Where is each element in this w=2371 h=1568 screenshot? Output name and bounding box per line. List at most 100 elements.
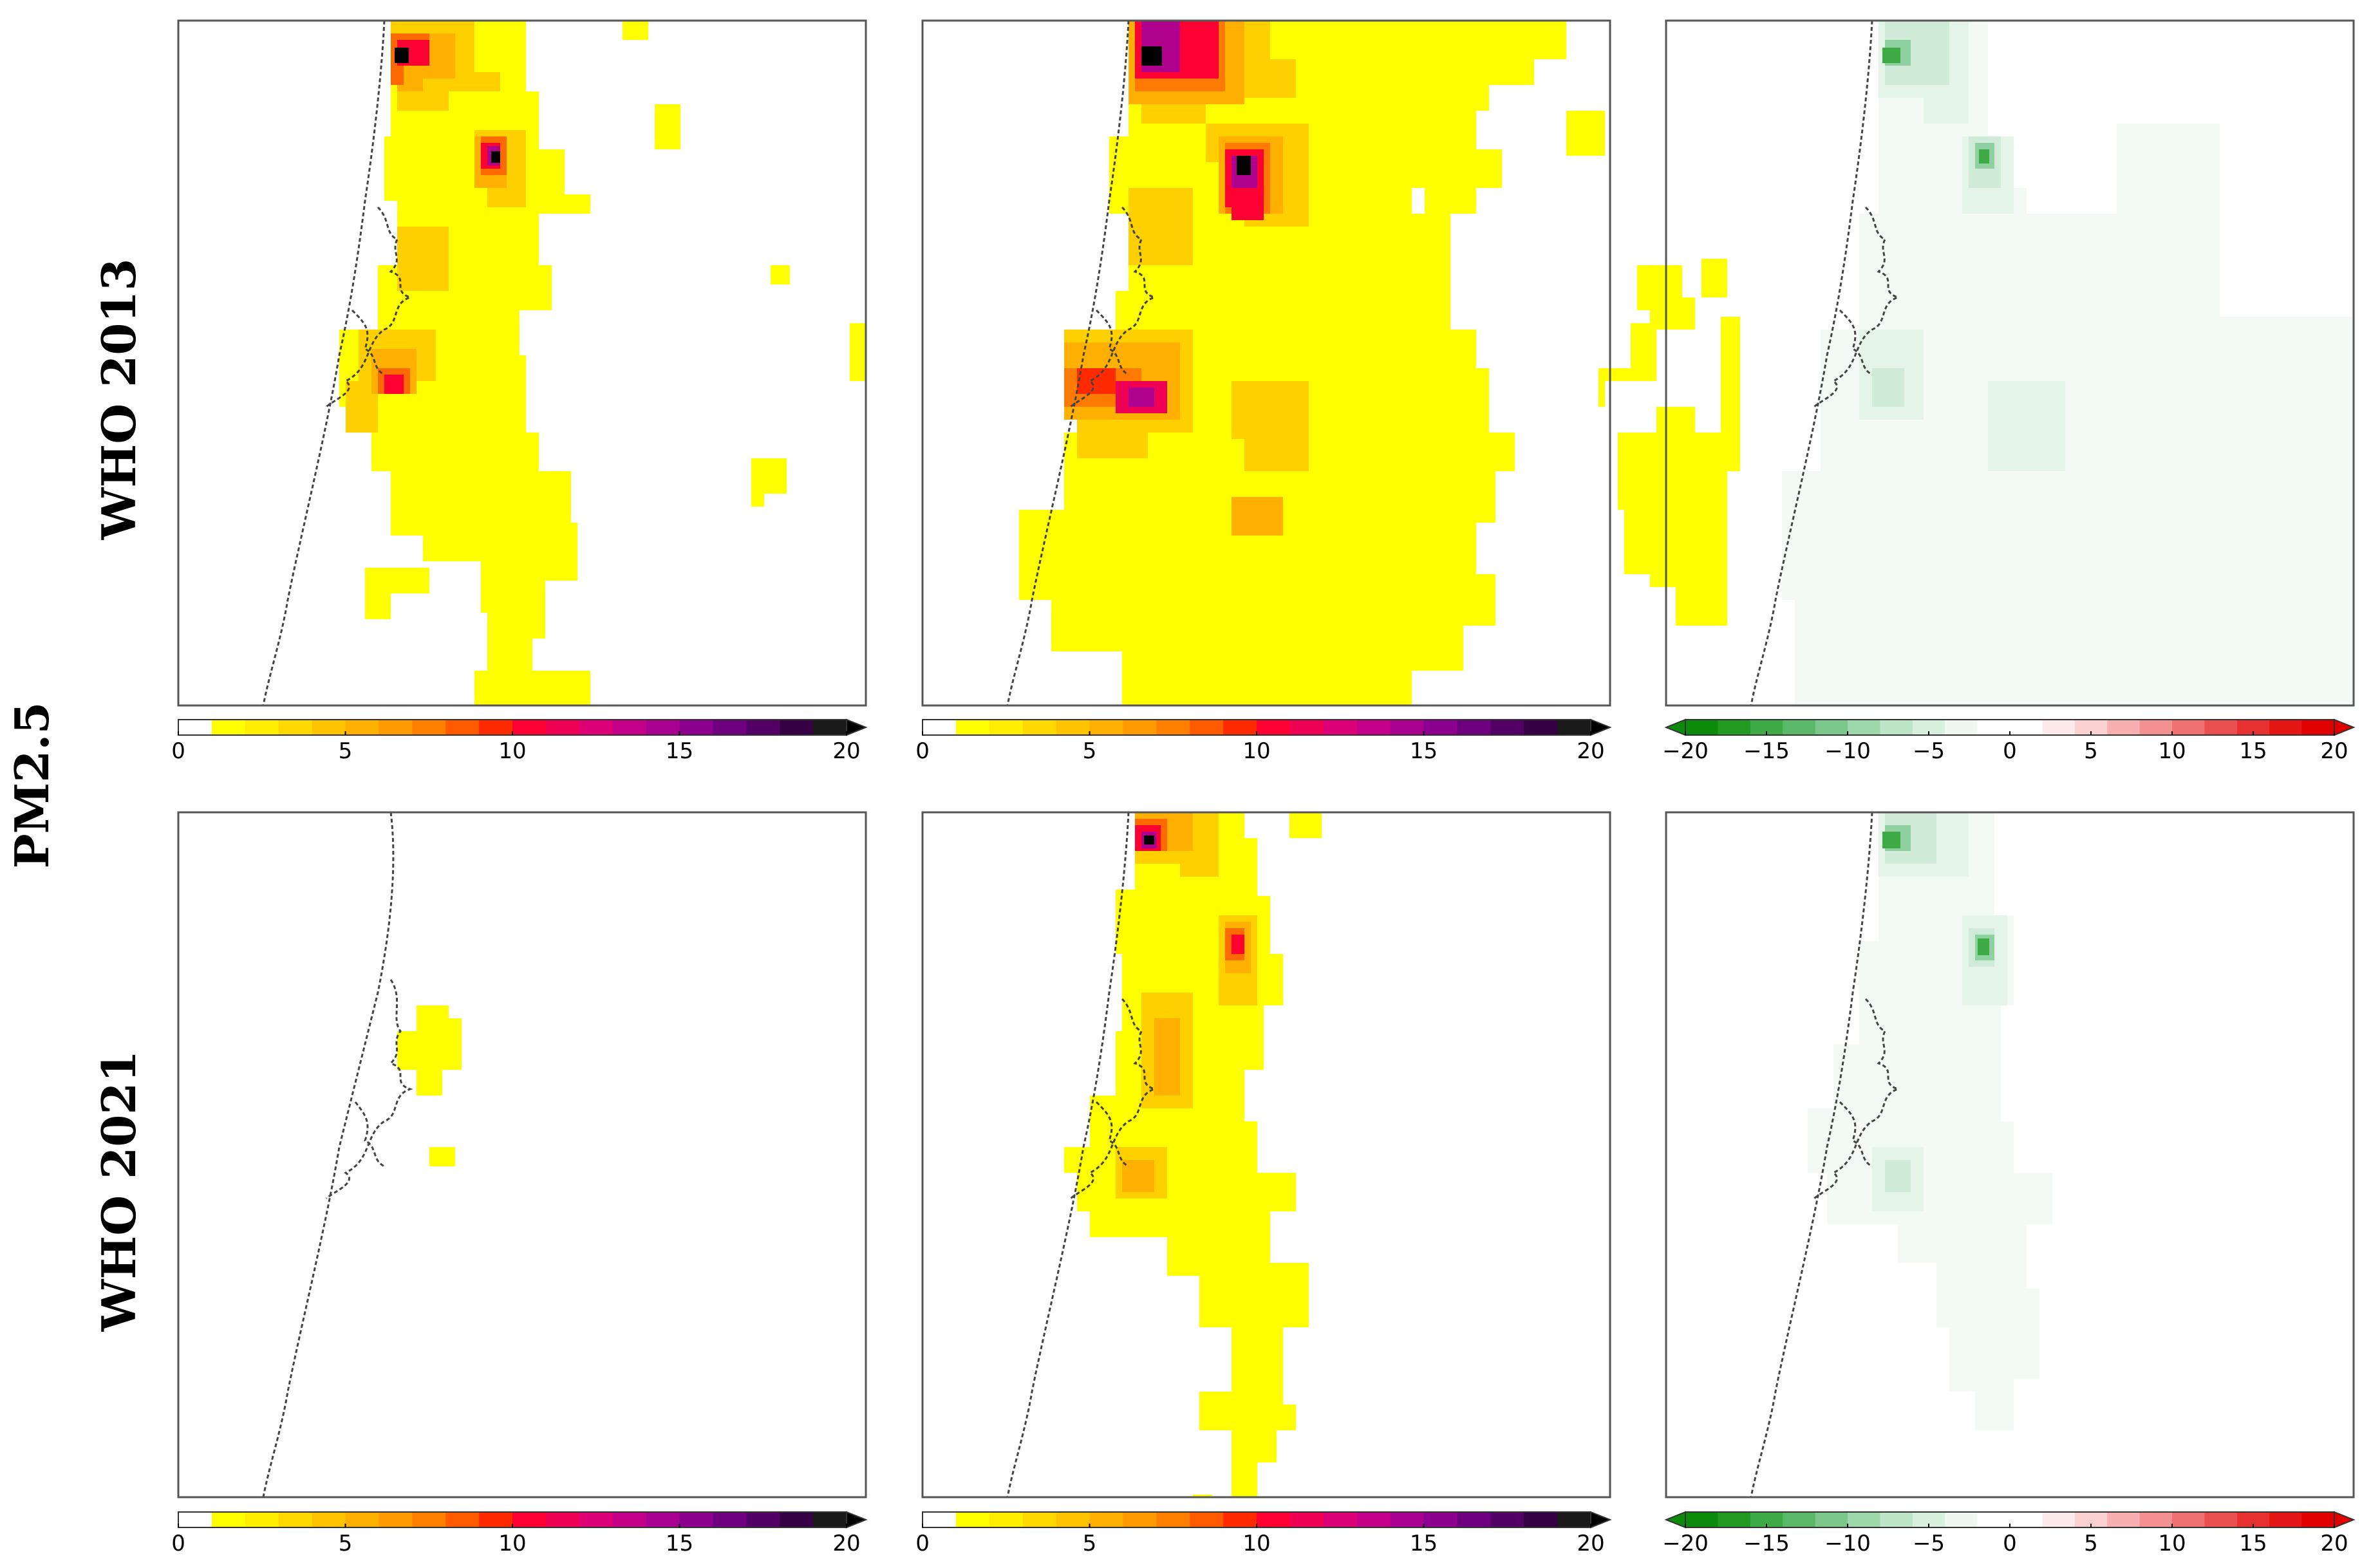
colorbar-bin <box>1390 720 1424 735</box>
colorbar-extend-max <box>2334 1511 2356 1529</box>
colorbar-bin <box>746 1512 780 1527</box>
colorbar-bin <box>1557 720 1591 735</box>
colorbar-extend-min <box>1664 718 1686 736</box>
colorbar-tick-label: 15 <box>666 738 693 764</box>
difference-field <box>1782 21 2354 705</box>
colorbar-bin <box>1945 720 1978 735</box>
colorbar-bin <box>2301 720 2335 735</box>
colorbar-bin <box>211 1512 246 1527</box>
colorbar-tick-label: 15 <box>1410 738 1438 764</box>
map-panel-2021-diff <box>1665 811 2355 1498</box>
colorbar-bin <box>178 720 212 735</box>
map-frame <box>177 811 867 1498</box>
colorbar-bin <box>479 1512 513 1527</box>
colorbar-bin <box>1056 720 1090 735</box>
colorbar-bin <box>1557 1512 1591 1527</box>
colorbar-bin <box>1457 720 1491 735</box>
colorbar-bin <box>1457 1512 1491 1527</box>
colorbar-bin <box>278 1512 313 1527</box>
coastline <box>1006 20 1157 706</box>
coastline <box>262 20 413 706</box>
colorbar-bin <box>379 1512 413 1527</box>
colorbar-tick-label: −20 <box>1662 1531 1709 1556</box>
colorbar-bin <box>1123 1512 1157 1527</box>
colorbar-bin <box>2204 1512 2238 1527</box>
coastline <box>1750 20 1901 706</box>
colorbar-bin <box>1423 720 1457 735</box>
row-label-who-2013: WHO 2013 <box>91 258 146 540</box>
colorbar-bin <box>579 1512 614 1527</box>
colorbar-tick-label: 20 <box>832 738 860 764</box>
colorbar-tick-label: 5 <box>2084 738 2098 764</box>
colorbar-bin <box>278 720 313 735</box>
colorbar-bin <box>479 720 513 735</box>
colorbar-tick-label: 15 <box>1410 1531 1438 1556</box>
colorbar-bin <box>955 720 990 735</box>
colorbar-tick-label: 20 <box>832 1531 860 1556</box>
colorbar-bin <box>1685 1512 1718 1527</box>
colorbar-extend-max <box>846 1511 868 1529</box>
colorbar-bin <box>1123 720 1157 735</box>
pollution-field <box>1019 21 1740 705</box>
row-label-who-2021: WHO 2021 <box>91 1050 146 1332</box>
colorbar-tick-label: 5 <box>1083 1531 1097 1556</box>
map-panel-2013-b <box>921 19 1740 707</box>
colorbar-tick-label: 10 <box>2158 1531 2186 1556</box>
colorbar-extend-min <box>1664 1511 1686 1529</box>
colorbar-tick-label: 0 <box>2003 738 2017 764</box>
colorbar-bin <box>245 720 279 735</box>
colorbar-bin <box>445 1512 480 1527</box>
colorbar-bin <box>579 720 614 735</box>
colorbar-tick-label: 10 <box>2158 738 2186 764</box>
map-panel-2013-a <box>177 19 867 707</box>
colorbar-bin <box>2172 1512 2205 1527</box>
colorbar-bin <box>1490 1512 1524 1527</box>
map-panel-2021-a <box>177 811 867 1498</box>
colorbar-bin <box>646 1512 680 1527</box>
colorbar-bin <box>211 720 246 735</box>
colorbar-bin <box>813 720 847 735</box>
colorbar-2013-diff: −20 −15 −10 −5 0 5 10 15 20 <box>1662 718 2356 764</box>
colorbar-bin <box>780 720 814 735</box>
colorbar-bin <box>2107 1512 2141 1527</box>
colorbar-tick-label: 5 <box>339 738 353 764</box>
colorbar-bin <box>1880 1512 1913 1527</box>
map-panel-2013-diff <box>1665 19 2355 707</box>
pollution-field <box>397 1005 462 1166</box>
colorbar-2013-b: 0 5 10 15 20 <box>915 718 1612 764</box>
colorbar-tick-label: 15 <box>2239 738 2267 764</box>
colorbar-bin <box>1190 1512 1224 1527</box>
colorbar-bin <box>2172 720 2205 735</box>
colorbar-bin <box>1390 1512 1424 1527</box>
map-frame <box>921 19 1611 707</box>
colorbar-bin <box>1490 720 1524 735</box>
colorbar-bin <box>1323 720 1358 735</box>
colorbar-extend-max <box>1590 1511 1612 1529</box>
colorbar-bin <box>1524 1512 1558 1527</box>
colorbar-tick-label: −10 <box>1824 738 1871 764</box>
colorbar-bin <box>1156 1512 1190 1527</box>
colorbar-bin <box>545 720 580 735</box>
colorbar-bin <box>1815 720 1848 735</box>
colorbar-bin <box>1257 720 1291 735</box>
colorbar-bin <box>545 1512 580 1527</box>
colorbar-bin <box>2139 720 2173 735</box>
colorbar-bin <box>1945 1512 1978 1527</box>
colorbar-bin <box>1848 720 1880 735</box>
colorbar-tick-label: 0 <box>915 738 930 764</box>
colorbar-bin <box>312 1512 346 1527</box>
colorbar-bin <box>1257 1512 1291 1527</box>
colorbar-tick-label: 10 <box>498 1531 526 1556</box>
colorbar-extend-max <box>1590 718 1612 736</box>
colorbar-bin <box>245 1512 279 1527</box>
colorbar-bin <box>1223 1512 1257 1527</box>
colorbar-bin <box>345 720 379 735</box>
colorbar-bin <box>312 720 346 735</box>
colorbar-bin <box>1089 1512 1123 1527</box>
map-frame <box>921 811 1611 1498</box>
pollution-field <box>339 21 866 705</box>
colorbar-bin <box>989 1512 1024 1527</box>
colorbar-tick-label: −5 <box>1913 738 1945 764</box>
colorbar-bin <box>2010 720 2043 735</box>
colorbar-bin <box>1056 1512 1090 1527</box>
